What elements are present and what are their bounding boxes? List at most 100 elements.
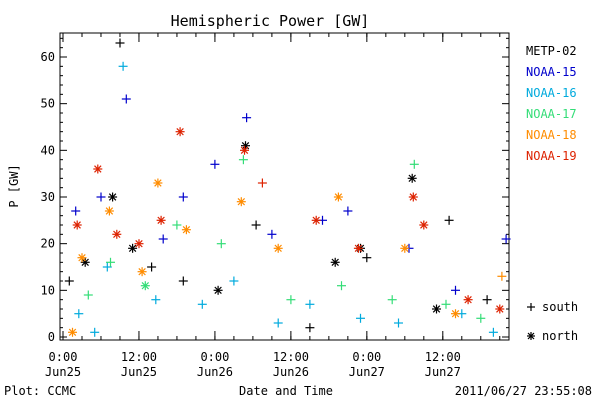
data-point xyxy=(128,243,138,253)
legend-entry: METP-02 xyxy=(526,44,577,58)
data-point xyxy=(419,220,429,230)
data-point xyxy=(71,206,81,216)
x-axis: 0:00Jun2512:00Jun250:00Jun2612:00Jun260:… xyxy=(45,33,501,379)
data-point xyxy=(273,243,283,253)
data-point xyxy=(140,281,150,291)
x-axis-label: Date and Time xyxy=(239,384,333,398)
y-tick-label: 50 xyxy=(41,97,55,111)
data-point xyxy=(229,276,239,286)
data-point xyxy=(451,285,460,295)
x-tick-time-label: 12:00 xyxy=(121,350,157,364)
data-point xyxy=(408,192,418,202)
data-point xyxy=(197,299,207,309)
legend-entry: NOAA-17 xyxy=(526,107,577,121)
data-point xyxy=(178,276,188,286)
data-point xyxy=(337,281,346,291)
data-point xyxy=(353,243,363,253)
plot-timestamp: 2011/06/27 23:55:08 xyxy=(455,384,592,398)
data-point xyxy=(104,206,114,216)
data-point xyxy=(387,295,397,305)
data-point xyxy=(242,113,252,123)
y-tick-label: 40 xyxy=(41,143,55,157)
data-point xyxy=(216,239,226,249)
x-tick-time-label: 0:00 xyxy=(49,350,78,364)
data-point xyxy=(432,304,441,314)
x-tick-date-label: Jun27 xyxy=(349,365,385,379)
data-point xyxy=(488,327,498,337)
data-point xyxy=(311,215,321,225)
data-point xyxy=(106,257,115,267)
data-point xyxy=(172,220,182,230)
x-tick-date-label: Jun26 xyxy=(273,365,309,379)
x-tick-date-label: Jun25 xyxy=(121,365,157,379)
x-tick-date-label: Jun27 xyxy=(425,365,461,379)
data-point xyxy=(77,253,87,263)
data-point xyxy=(400,243,410,253)
data-point xyxy=(409,159,419,169)
marker-legend: south north xyxy=(527,300,578,343)
data-point xyxy=(441,299,451,309)
data-point xyxy=(175,127,185,137)
data-point xyxy=(90,327,100,337)
data-point xyxy=(251,220,261,230)
data-point xyxy=(330,257,340,267)
data-point xyxy=(112,229,122,239)
data-point xyxy=(476,313,486,323)
data-point xyxy=(257,178,267,188)
data-point xyxy=(286,295,296,305)
data-point xyxy=(121,94,131,104)
data-point xyxy=(356,313,365,323)
data-point xyxy=(93,164,103,174)
legend-entry: NOAA-15 xyxy=(526,65,577,79)
data-point xyxy=(273,318,283,328)
y-tick-label: 20 xyxy=(41,237,55,251)
legend-entry: NOAA-16 xyxy=(526,86,577,100)
data-point xyxy=(495,304,505,314)
y-tick-label: 30 xyxy=(41,190,55,204)
data-point xyxy=(147,262,157,272)
data-point xyxy=(181,225,191,235)
data-point xyxy=(118,61,128,71)
legend-entry: NOAA-19 xyxy=(526,149,577,163)
data-point xyxy=(343,206,353,216)
marker-legend-symbol xyxy=(527,303,535,311)
marker-legend-label: north xyxy=(542,329,578,343)
data-point xyxy=(407,173,417,183)
x-tick-time-label: 12:00 xyxy=(273,350,309,364)
plot-credit: Plot: CCMC xyxy=(4,384,76,398)
x-tick-date-label: Jun25 xyxy=(45,365,81,379)
y-tick-label: 60 xyxy=(41,50,55,64)
y-tick-label: 0 xyxy=(48,330,55,344)
data-points xyxy=(64,38,511,337)
data-point xyxy=(305,299,315,309)
data-point xyxy=(134,239,144,249)
y-axis-label: P [GW] xyxy=(7,164,21,207)
marker-legend-symbol xyxy=(527,332,535,340)
legend: METP-02 NOAA-15 NOAA-16 NOAA-17 NOAA-18 NOAA-… xyxy=(526,44,577,163)
data-point xyxy=(74,309,84,319)
data-point xyxy=(137,267,147,277)
data-point xyxy=(213,285,223,295)
data-point xyxy=(305,323,315,333)
y-axis: 0 10 20 30 40 50 60 xyxy=(41,37,509,344)
data-point xyxy=(158,234,168,244)
data-point xyxy=(333,192,343,202)
data-point xyxy=(482,295,492,305)
data-point xyxy=(210,159,220,169)
data-point xyxy=(236,197,246,207)
data-point xyxy=(108,192,118,202)
plot-frame xyxy=(59,32,510,341)
data-point xyxy=(362,253,372,263)
data-point xyxy=(444,215,454,225)
x-tick-date-label: Jun26 xyxy=(197,365,233,379)
data-point xyxy=(497,271,507,281)
data-point xyxy=(451,309,460,319)
data-point xyxy=(80,257,90,267)
data-point xyxy=(156,215,166,225)
data-point xyxy=(115,38,125,48)
data-point xyxy=(267,229,277,239)
data-point xyxy=(64,276,74,286)
data-point xyxy=(501,234,511,244)
data-point xyxy=(463,295,473,305)
